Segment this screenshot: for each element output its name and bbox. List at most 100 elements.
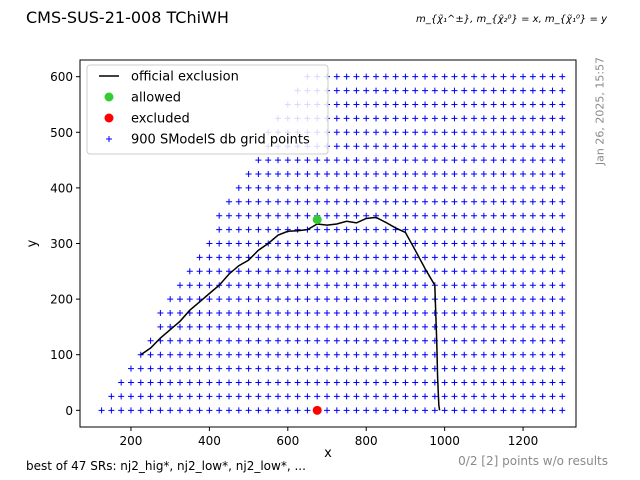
grid-point — [284, 170, 291, 177]
grid-point — [314, 240, 321, 247]
grid-point — [441, 379, 448, 386]
grid-point — [480, 73, 487, 80]
grid-point — [265, 310, 272, 317]
y-tick-label: 300 — [50, 237, 73, 251]
grid-point — [471, 310, 478, 317]
grid-point — [480, 296, 487, 303]
grid-point — [245, 296, 252, 303]
grid-point — [255, 184, 262, 191]
grid-point — [451, 184, 458, 191]
grid-point — [529, 323, 536, 330]
mass-definition-label: m_{χ̃₁^±}, m_{χ̃₂⁰} = x, m_{χ̃₁⁰} = y — [416, 14, 607, 25]
grid-point — [471, 254, 478, 261]
grid-point — [402, 157, 409, 164]
grid-point — [451, 393, 458, 400]
grid-point — [265, 323, 272, 330]
grid-point — [441, 226, 448, 233]
grid-point — [510, 184, 517, 191]
grid-point — [451, 365, 458, 372]
grid-point — [402, 101, 409, 108]
x-tick-label: 1000 — [429, 434, 460, 448]
grid-point — [167, 379, 174, 386]
grid-point — [500, 115, 507, 122]
grid-point — [333, 268, 340, 275]
grid-point — [382, 129, 389, 136]
grid-point — [471, 101, 478, 108]
grid-point — [510, 323, 517, 330]
grid-point — [255, 310, 262, 317]
grid-point — [431, 143, 438, 150]
grid-point — [441, 170, 448, 177]
grid-point — [461, 310, 468, 317]
grid-point — [520, 157, 527, 164]
grid-point — [245, 226, 252, 233]
grid-point — [294, 296, 301, 303]
grid-point — [314, 184, 321, 191]
grid-point — [480, 282, 487, 289]
legend-box — [86, 64, 329, 155]
grid-point — [127, 365, 134, 372]
grid-point — [529, 282, 536, 289]
grid-point — [539, 351, 546, 358]
grid-point — [373, 101, 380, 108]
grid-point — [363, 170, 370, 177]
grid-point — [500, 365, 507, 372]
grid-point — [441, 198, 448, 205]
grid-point — [333, 101, 340, 108]
grid-point — [471, 198, 478, 205]
grid-point — [471, 240, 478, 247]
grid-point — [275, 198, 282, 205]
grid-point — [324, 407, 331, 414]
axes-layer: 200 400 600 800 1000 1200 0 100 200 300 400 500 600 x… — [25, 70, 538, 461]
grid-point — [137, 365, 144, 372]
grid-point — [402, 73, 409, 80]
grid-point — [510, 407, 517, 414]
grid-point — [461, 296, 468, 303]
grid-point — [500, 379, 507, 386]
grid-point — [461, 393, 468, 400]
grid-point — [284, 198, 291, 205]
grid-point — [529, 87, 536, 94]
grid-point — [343, 268, 350, 275]
grid-point — [147, 407, 154, 414]
grid-point — [490, 226, 497, 233]
grid-point — [441, 282, 448, 289]
grid-point — [480, 254, 487, 261]
grid-point — [529, 170, 536, 177]
grid-point — [245, 323, 252, 330]
grid-point — [539, 254, 546, 261]
grid-point — [539, 407, 546, 414]
grid-point — [333, 198, 340, 205]
grid-point — [186, 365, 193, 372]
grid-point — [373, 268, 380, 275]
grid-point — [206, 351, 213, 358]
grid-point — [294, 282, 301, 289]
grid-point — [480, 115, 487, 122]
grid-point — [353, 129, 360, 136]
grid-point — [559, 101, 566, 108]
grid-point — [343, 337, 350, 344]
grid-point — [324, 365, 331, 372]
grid-point — [382, 379, 389, 386]
grid-point — [461, 101, 468, 108]
grid-point — [412, 115, 419, 122]
grid-point — [324, 157, 331, 164]
grid-point — [235, 323, 242, 330]
grid-point — [225, 365, 232, 372]
grid-point — [176, 282, 183, 289]
grid-point — [392, 407, 399, 414]
grid-point — [255, 254, 262, 261]
grid-point — [147, 365, 154, 372]
grid-point — [382, 87, 389, 94]
legend-allowed-swatch — [104, 92, 114, 102]
grid-point — [294, 170, 301, 177]
grid-point — [422, 254, 429, 261]
grid-point — [324, 184, 331, 191]
grid-point — [382, 310, 389, 317]
grid-point — [284, 393, 291, 400]
signal-regions-note: best of 47 SRs: nj2_hig*, nj2_low*, nj2_… — [26, 459, 306, 473]
grid-point — [167, 310, 174, 317]
grid-point — [333, 184, 340, 191]
grid-point — [510, 115, 517, 122]
grid-point — [333, 212, 340, 219]
